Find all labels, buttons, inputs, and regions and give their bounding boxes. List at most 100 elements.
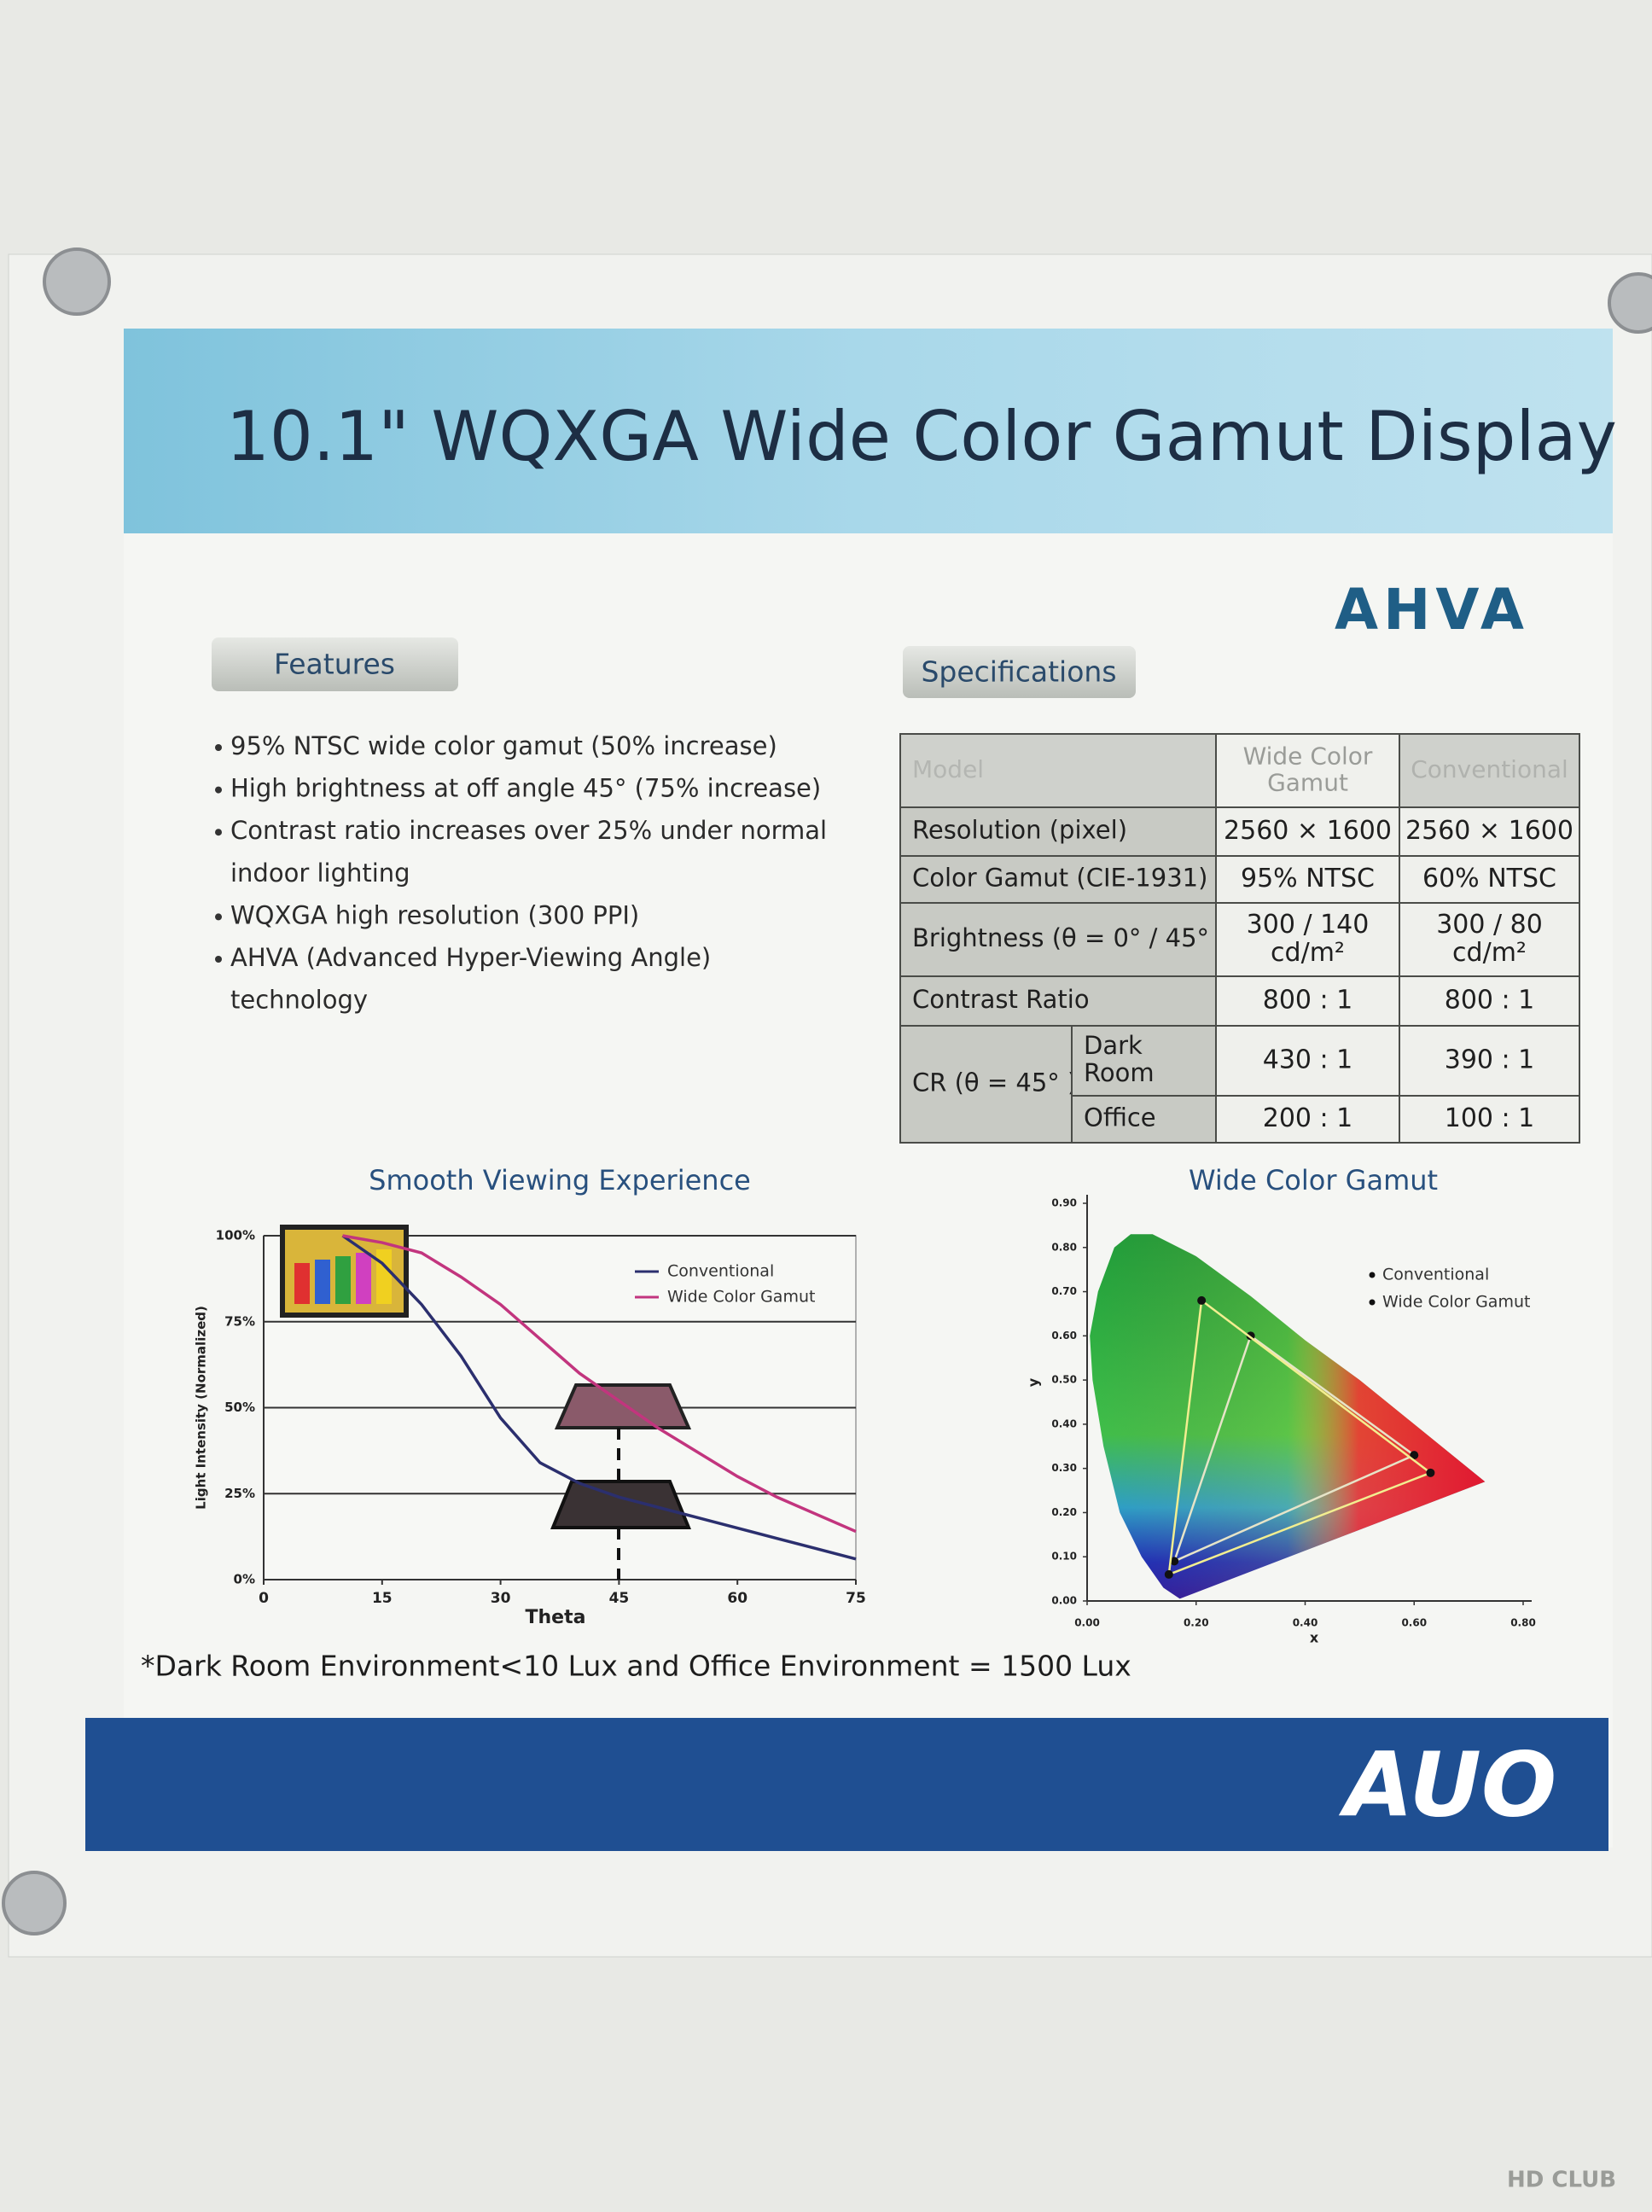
y-tick-label: 0.50 <box>1051 1374 1077 1386</box>
cie-diagram <box>1090 1234 1486 1599</box>
y-axis-label: Light Intensity (Normalized) <box>194 1306 209 1510</box>
series-line <box>341 1234 857 1561</box>
x-tick-label: 15 <box>372 1590 393 1607</box>
x-tick-label: 75 <box>846 1590 866 1607</box>
table-text: cd/m² <box>1271 938 1345 968</box>
table-cell <box>1399 855 1580 904</box>
y-tick-label: 0% <box>234 1572 255 1587</box>
bullet <box>215 913 222 921</box>
poster-title: 10.1" WQXGA Wide Color Gamut Display <box>226 397 1617 476</box>
feature-text: High brightness at off angle 45° (75% in… <box>230 774 821 803</box>
series-line <box>342 1234 857 1534</box>
x-tick-label: 0 <box>259 1590 269 1607</box>
table-text: 430 : 1 <box>1263 1045 1353 1075</box>
screen-image-bar <box>294 1263 310 1304</box>
auo-logo: AUO <box>1339 1732 1557 1837</box>
table-text: cd/m² <box>1452 938 1527 968</box>
table-text: 800 : 1 <box>1445 986 1535 1016</box>
screen-image-bar <box>356 1253 371 1304</box>
table-text: Office <box>1084 1103 1156 1132</box>
y-tick-label: 25% <box>224 1486 255 1501</box>
table-cell <box>899 975 1217 1027</box>
feature-text: indoor lighting <box>230 859 410 888</box>
tilted-screen <box>550 1480 691 1529</box>
y-tick-label: 0.10 <box>1051 1551 1077 1563</box>
table-cell <box>1399 1025 1580 1097</box>
x-tick-label: 60 <box>727 1590 747 1607</box>
feature-text: Contrast ratio increases over 25% under … <box>230 816 827 845</box>
screw <box>1608 272 1652 334</box>
bullet <box>215 829 222 836</box>
chart-title: Wide Color Gamut <box>1189 1164 1438 1196</box>
table-cell <box>1399 806 1580 857</box>
table-cell <box>1399 1095 1580 1144</box>
table-cell <box>1215 1025 1400 1097</box>
y-tick-label: 0.60 <box>1051 1330 1077 1342</box>
x-tick-label: 0.20 <box>1184 1617 1209 1629</box>
gamut-point <box>1410 1451 1419 1460</box>
table-cell <box>899 902 1217 977</box>
table-cell <box>1399 975 1580 1027</box>
table-cell <box>1215 855 1400 904</box>
y-tick-label: 0.00 <box>1051 1595 1077 1607</box>
table-text: 60% NTSC <box>1422 864 1556 894</box>
features-label: Features <box>274 648 395 681</box>
table-text: 300 / 80 <box>1436 910 1543 940</box>
x-tick-label: 0.60 <box>1401 1617 1427 1629</box>
table-text: 2560 × 1600 <box>1405 816 1573 846</box>
features-tag <box>212 637 458 691</box>
table-cell <box>899 1025 1073 1144</box>
table-cell <box>1215 975 1400 1027</box>
footer-band <box>85 1718 1608 1851</box>
y-tick-label: 0.40 <box>1051 1417 1077 1429</box>
gamut-point <box>1170 1557 1179 1566</box>
y-tick-label: 50% <box>224 1400 255 1415</box>
table-text: 100 : 1 <box>1445 1103 1535 1133</box>
table-cell <box>1215 806 1400 857</box>
bullet <box>215 956 222 963</box>
table-text: Gamut <box>1267 768 1348 796</box>
table-text: Brightness (θ = 0° / 45° ) <box>912 923 1227 952</box>
gamut-point <box>1426 1468 1435 1477</box>
table-cell <box>1071 1095 1217 1144</box>
y-tick-label: 0.90 <box>1051 1197 1077 1209</box>
table-text: Model <box>912 755 984 783</box>
y-tick-label: 0.20 <box>1051 1506 1077 1518</box>
x-axis-label: Theta <box>526 1607 586 1628</box>
legend-label: Conventional <box>1382 1266 1489 1284</box>
bullet <box>215 786 222 794</box>
header-band <box>124 329 1613 533</box>
screw <box>43 247 111 316</box>
watermark: HD CLUB <box>1507 2168 1616 2193</box>
x-tick-label: 30 <box>491 1590 511 1607</box>
table-cell <box>1215 1095 1400 1144</box>
table-text: 95% NTSC <box>1241 864 1375 894</box>
y-tick-label: 0.80 <box>1051 1241 1077 1253</box>
feature-text: 95% NTSC wide color gamut (50% increase) <box>230 731 777 760</box>
legend-marker <box>1369 1272 1376 1278</box>
table-cell <box>899 806 1217 857</box>
feature-text: technology <box>230 986 368 1015</box>
feature-text: AHVA (Advanced Hyper-Viewing Angle) <box>230 943 711 972</box>
y-tick-label: 100% <box>216 1228 255 1243</box>
bullet <box>215 744 222 751</box>
gamut-triangle <box>1167 1298 1433 1576</box>
feature-text: WQXGA high resolution (300 PPI) <box>230 900 639 929</box>
gamut-point <box>1197 1295 1207 1305</box>
screen-image-bar <box>315 1260 330 1304</box>
table-text: Room <box>1084 1058 1155 1087</box>
table-text: Color Gamut (CIE-1931) <box>912 864 1207 893</box>
legend-label: Wide Color Gamut <box>1382 1293 1530 1312</box>
table-cell <box>1215 902 1400 977</box>
table-text: Contrast Ratio <box>912 985 1090 1014</box>
table-cell <box>1399 902 1580 977</box>
ahva-logo: AHVA <box>1335 577 1529 643</box>
table-text: Conventional <box>1411 755 1568 783</box>
gamut-point <box>1164 1569 1173 1579</box>
y-tick-label: 0.70 <box>1051 1285 1077 1297</box>
x-axis-label: x <box>1310 1630 1319 1646</box>
x-tick-label: 0.00 <box>1074 1617 1100 1629</box>
gamut-triangle <box>1172 1334 1416 1563</box>
